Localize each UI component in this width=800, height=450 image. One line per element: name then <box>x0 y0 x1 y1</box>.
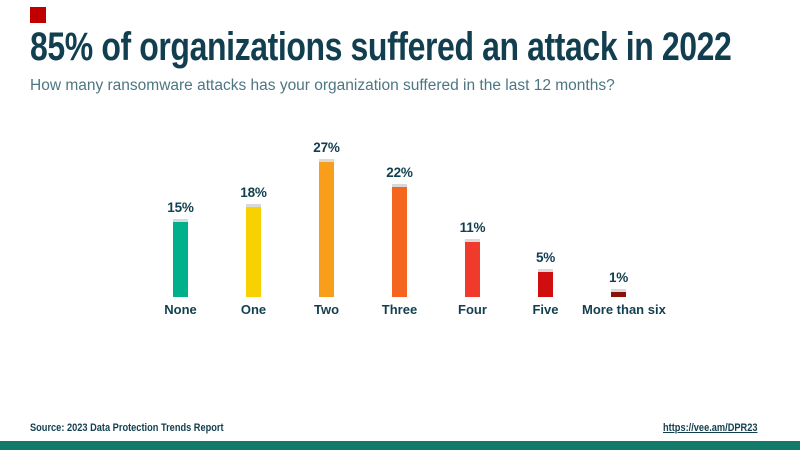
bar-value-label: 22% <box>386 165 413 180</box>
bar-three <box>392 184 407 297</box>
source-credit: Source: 2023 Data Protection Trends Repo… <box>30 422 224 434</box>
bar-cap <box>173 219 188 222</box>
bar-value-label: 27% <box>313 140 340 155</box>
bar-none <box>173 219 188 297</box>
bar-cap <box>392 184 407 187</box>
bar-column: 5% <box>509 130 582 297</box>
page-subtitle: How many ransomware attacks has your org… <box>30 77 615 94</box>
bar-two <box>319 159 334 297</box>
bar-fill <box>319 162 334 297</box>
bar-category-label: Two <box>313 302 340 317</box>
bar-cap <box>538 269 553 272</box>
bar-column: 22% <box>363 130 436 297</box>
bar-fill <box>538 272 553 297</box>
bar-fill <box>465 242 480 297</box>
bar-fill <box>173 222 188 297</box>
brand-bottom-bar <box>0 441 800 450</box>
bar-category-label: None <box>164 302 197 317</box>
bar-one <box>246 204 261 297</box>
bar-category-label: Three <box>381 302 418 317</box>
bar-column: 1% <box>582 130 655 297</box>
bar-cap <box>465 239 480 242</box>
bar-cap <box>246 204 261 207</box>
bar-value-label: 15% <box>167 200 194 215</box>
bar-value-label: 5% <box>535 250 556 265</box>
bar-value-label: 18% <box>240 185 267 200</box>
bar-four <box>465 239 480 297</box>
bar-cap <box>319 159 334 162</box>
bar-cap <box>611 289 626 292</box>
brand-accent-square <box>30 7 46 23</box>
page-title: 85% of organizations suffered an attack … <box>30 25 732 69</box>
bar-category-label: Five <box>532 302 559 317</box>
bar-fill <box>392 187 407 297</box>
bar-more-than-six <box>611 289 626 297</box>
bar-five <box>538 269 553 297</box>
bar-value-label: 11% <box>459 220 486 235</box>
report-link[interactable]: https://vee.am/DPR23 <box>662 422 757 434</box>
bar-column: 27% <box>290 130 363 297</box>
bar-column: 15% <box>144 130 217 297</box>
category-labels: None One Two Three Four Five More than six <box>144 302 666 317</box>
bar-category-label: Four <box>458 302 487 317</box>
bar-fill <box>246 207 261 297</box>
bar-fill <box>611 292 626 297</box>
bar-value-label: 1% <box>608 270 629 285</box>
bar-chart: 15% 18% 27% 22% 11% 5% 1% <box>144 130 655 297</box>
bar-category-label: One <box>240 302 267 317</box>
bar-column: 11% <box>436 130 509 297</box>
bar-column: 18% <box>217 130 290 297</box>
bar-category-label: More than six <box>582 302 666 317</box>
